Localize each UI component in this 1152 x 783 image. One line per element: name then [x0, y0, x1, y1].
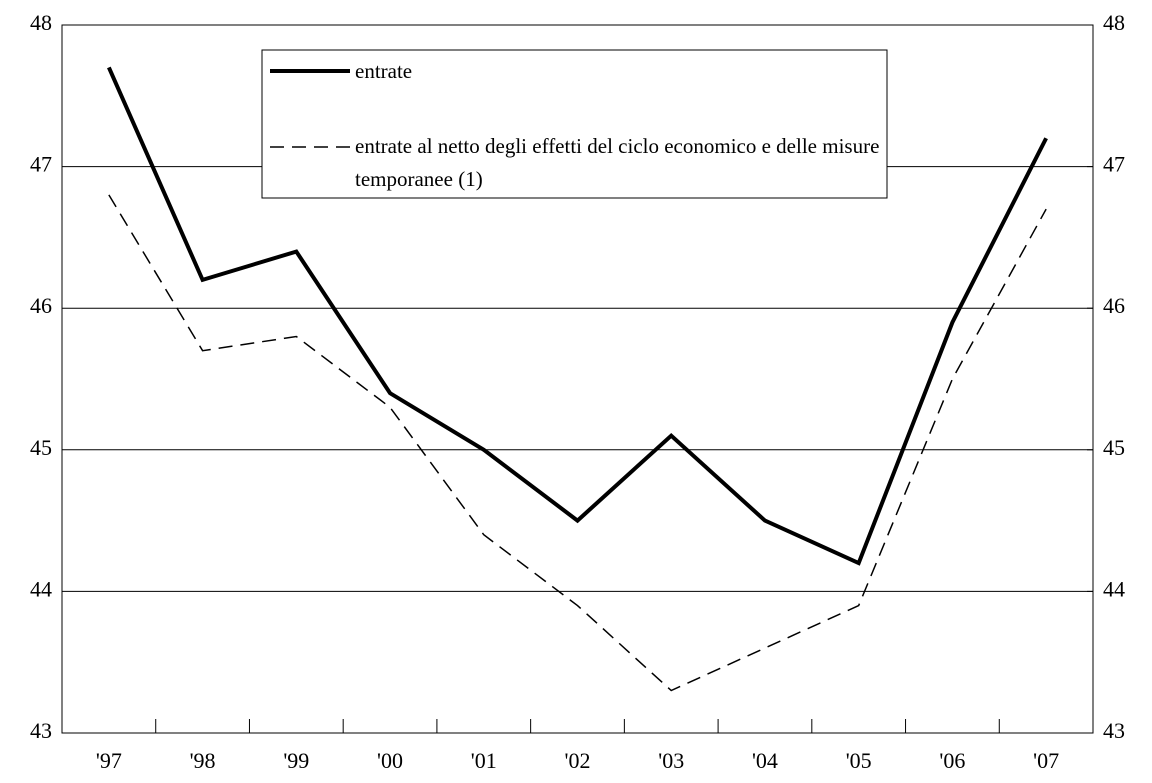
y2-tick-label: 48: [1103, 10, 1125, 35]
x-tick-label: '02: [565, 748, 591, 773]
series-line: [108, 194, 1047, 692]
y-tick-label: 44: [30, 576, 52, 601]
x-tick-label: '06: [939, 748, 965, 773]
y-tick-label: 46: [30, 293, 52, 318]
y-tick-label: 48: [30, 10, 52, 35]
y2-tick-label: 45: [1103, 435, 1125, 460]
x-tick-label: '97: [96, 748, 122, 773]
y2-tick-label: 46: [1103, 293, 1125, 318]
y2-tick-label: 43: [1103, 718, 1125, 743]
x-tick-label: '99: [283, 748, 309, 773]
y-tick-label: 43: [30, 718, 52, 743]
legend-label: entrate al netto degli effetti del ciclo…: [355, 134, 880, 191]
legend-box: [261, 49, 888, 199]
y-tick-label: 45: [30, 435, 52, 460]
x-tick-label: '00: [377, 748, 403, 773]
x-tick-label: '05: [846, 748, 872, 773]
x-tick-label: '07: [1033, 748, 1059, 773]
x-tick-label: '98: [190, 748, 216, 773]
plot-frame: [61, 24, 1094, 734]
x-tick-label: '03: [658, 748, 684, 773]
y-tick-label: 47: [30, 152, 52, 177]
y2-tick-label: 44: [1103, 576, 1125, 601]
x-tick-label: '04: [752, 748, 778, 773]
series-line: [107, 66, 1048, 566]
x-tick-label: '01: [471, 748, 497, 773]
y2-tick-label: 47: [1103, 152, 1125, 177]
legend-label: entrate: [355, 59, 413, 83]
